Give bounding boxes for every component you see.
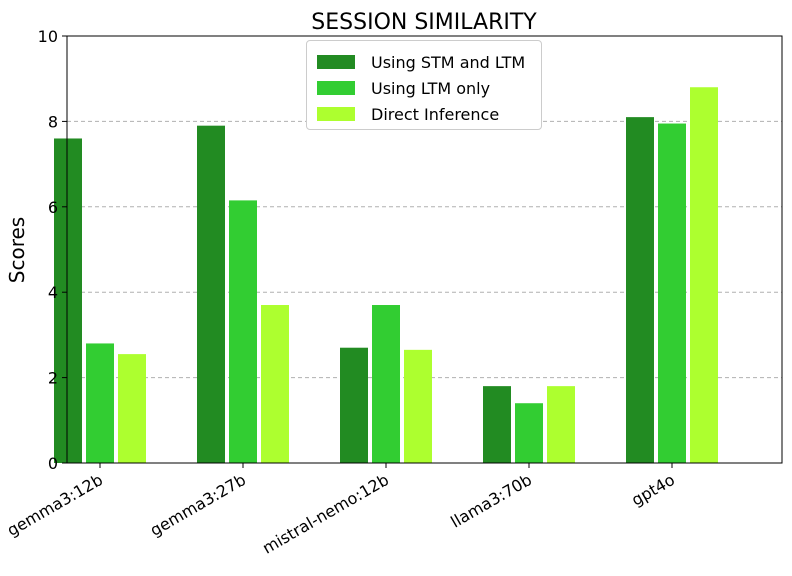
plot-frame (66, 35, 783, 464)
y-tick-label: 8 (48, 112, 58, 131)
bar-direct-inference-gpt4o (690, 87, 718, 464)
legend-item-ltm-only: Using LTM only (317, 75, 531, 101)
legend-label-ltm-only: Using LTM only (371, 78, 491, 98)
bar-using-stm-and-ltm-llama3-70b (483, 386, 511, 463)
legend-swatch-ltm-only (317, 81, 355, 95)
y-tick-label: 4 (48, 283, 58, 302)
y-axis-ticks: 0 2 4 6 8 10 (38, 27, 67, 473)
legend-swatch-direct-inference (317, 107, 355, 121)
legend-label-stm-ltm: Using STM and LTM (371, 52, 526, 72)
bar-direct-inference-gemma3-27b (261, 305, 289, 463)
x-tick-label: gpt4o (628, 470, 678, 510)
bar-using-stm-and-ltm-gemma3-27b (197, 125, 225, 464)
bar-using-stm-and-ltm-gpt4o (626, 117, 654, 463)
legend-item-stm-ltm: Using STM and LTM (317, 49, 531, 75)
x-tick-label: mistral-nemo:12b (259, 470, 392, 558)
x-tick-label: gemma3:27b (147, 470, 249, 540)
bar-using-ltm-only-gpt4o (658, 123, 686, 463)
y-tick-label: 6 (48, 198, 58, 217)
x-tick-label: llama3:70b (447, 470, 535, 532)
bar-direct-inference-gemma3-12b (118, 354, 146, 463)
bars (54, 87, 718, 464)
x-tick-label: gemma3:12b (4, 470, 106, 540)
x-axis-ticks: gemma3:12b gemma3:27b mistral-nemo:12b llam… (4, 463, 678, 558)
chart-title: SESSION SIMILARITY (311, 10, 537, 35)
bar-using-ltm-only-gemma3-27b (229, 200, 257, 463)
legend-label-direct-inference: Direct Inference (371, 104, 500, 124)
y-tick-label: 0 (48, 454, 58, 473)
legend-swatch-stm-ltm (317, 55, 355, 69)
legend: Using STM and LTM Using LTM only Direct … (306, 40, 542, 130)
bar-using-ltm-only-llama3-70b (515, 403, 543, 463)
y-axis-label: Scores (5, 217, 29, 283)
bar-using-stm-and-ltm-mistral-nemo-12b (340, 347, 368, 463)
y-tick-label: 2 (48, 369, 58, 388)
bar-direct-inference-mistral-nemo-12b (404, 349, 432, 463)
bar-using-ltm-only-gemma3-12b (86, 343, 114, 463)
bar-using-stm-and-ltm-gemma3-12b (54, 138, 82, 464)
bar-direct-inference-llama3-70b (547, 386, 575, 463)
y-tick-label: 10 (38, 27, 58, 46)
legend-item-direct-inference: Direct Inference (317, 101, 531, 127)
bar-using-ltm-only-mistral-nemo-12b (372, 305, 400, 463)
